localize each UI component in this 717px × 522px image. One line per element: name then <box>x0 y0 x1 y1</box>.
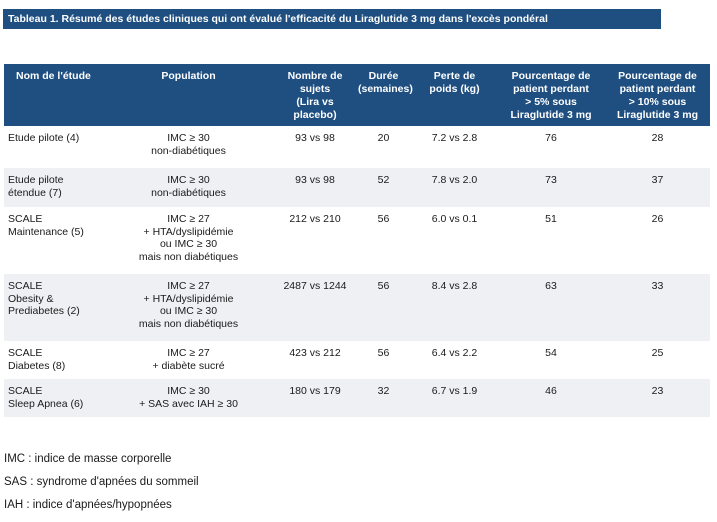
cell-duration: 56 <box>355 207 412 274</box>
header-pct-10: Pourcentage de patient perdant > 10% sou… <box>605 64 710 126</box>
table-row: Etude pilote (4) IMC ≥ 30 non-diabétique… <box>4 126 710 168</box>
table-row: SCALE Obesity & Prediabetes (2) IMC ≥ 27… <box>4 274 710 341</box>
cell-population: IMC ≥ 30 non-diabétiques <box>102 168 275 207</box>
note-iah: IAH : indice d'apnées/hypopnées <box>4 499 172 511</box>
cell-duration: 56 <box>355 274 412 341</box>
cell-pct-10: 26 <box>605 207 710 274</box>
cell-population: IMC ≥ 27 + HTA/dyslipidémie ou IMC ≥ 30 … <box>102 274 275 341</box>
table-row: SCALE Maintenance (5) IMC ≥ 27 + HTA/dys… <box>4 207 710 274</box>
cell-duration: 52 <box>355 168 412 207</box>
cell-pct-5: 54 <box>497 341 605 379</box>
cell-population: IMC ≥ 30 non-diabétiques <box>102 126 275 168</box>
header-subjects: Nombre de sujets (Lira vs placebo) <box>275 64 355 126</box>
cell-study-name: SCALE Maintenance (5) <box>4 207 102 274</box>
cell-subjects: 93 vs 98 <box>275 126 355 168</box>
cell-population: IMC ≥ 27 + HTA/dyslipidémie ou IMC ≥ 30 … <box>102 207 275 274</box>
cell-pct-5: 46 <box>497 379 605 417</box>
cell-pct-10: 25 <box>605 341 710 379</box>
cell-pct-10: 37 <box>605 168 710 207</box>
cell-pct-10: 28 <box>605 126 710 168</box>
cell-weight-loss: 7.8 vs 2.0 <box>412 168 497 207</box>
table-header-row: Nom de l'étude Population Nombre de suje… <box>4 64 710 126</box>
cell-weight-loss: 6.7 vs 1.9 <box>412 379 497 417</box>
cell-duration: 32 <box>355 379 412 417</box>
cell-weight-loss: 6.0 vs 0.1 <box>412 207 497 274</box>
cell-subjects: 93 vs 98 <box>275 168 355 207</box>
table-row: Etude pilote étendue (7) IMC ≥ 30 non-di… <box>4 168 710 207</box>
cell-pct-5: 73 <box>497 168 605 207</box>
cell-pct-10: 23 <box>605 379 710 417</box>
clinical-studies-table: Nom de l'étude Population Nombre de suje… <box>4 64 710 417</box>
cell-weight-loss: 7.2 vs 2.8 <box>412 126 497 168</box>
note-sas: SAS : syndrome d'apnées du sommeil <box>4 476 199 488</box>
cell-pct-5: 51 <box>497 207 605 274</box>
header-study-name: Nom de l'étude <box>4 64 102 126</box>
cell-population: IMC ≥ 30 + SAS avec IAH ≥ 30 <box>102 379 275 417</box>
cell-weight-loss: 8.4 vs 2.8 <box>412 274 497 341</box>
cell-pct-10: 33 <box>605 274 710 341</box>
table-row: SCALE Diabetes (8) IMC ≥ 27 + diabète su… <box>4 341 710 379</box>
cell-subjects: 2487 vs 1244 <box>275 274 355 341</box>
note-imc: IMC : indice de masse corporelle <box>4 453 172 465</box>
cell-subjects: 212 vs 210 <box>275 207 355 274</box>
table-row: SCALE Sleep Apnea (6) IMC ≥ 30 + SAS ave… <box>4 379 710 417</box>
table-caption: Tableau 1. Résumé des études cliniques q… <box>3 9 661 29</box>
header-duration: Durée (semaines) <box>355 64 413 126</box>
cell-subjects: 180 vs 179 <box>275 379 355 417</box>
header-population: Population <box>102 64 275 126</box>
cell-weight-loss: 6.4 vs 2.2 <box>412 341 497 379</box>
header-weight-loss: Perte de poids (kg) <box>412 64 497 126</box>
cell-study-name: Etude pilote (4) <box>4 126 102 168</box>
cell-duration: 20 <box>355 126 412 168</box>
cell-study-name: SCALE Sleep Apnea (6) <box>4 379 102 417</box>
cell-subjects: 423 vs 212 <box>275 341 355 379</box>
cell-pct-5: 63 <box>497 274 605 341</box>
cell-study-name: Etude pilote étendue (7) <box>4 168 102 207</box>
cell-population: IMC ≥ 27 + diabète sucré <box>102 341 275 379</box>
cell-pct-5: 76 <box>497 126 605 168</box>
header-pct-5: Pourcentage de patient perdant > 5% sous… <box>497 64 605 126</box>
cell-study-name: SCALE Diabetes (8) <box>4 341 102 379</box>
abbreviation-notes: IMC : indice de masse corporelle SAS : s… <box>4 448 199 517</box>
cell-duration: 56 <box>355 341 412 379</box>
cell-study-name: SCALE Obesity & Prediabetes (2) <box>4 274 102 341</box>
